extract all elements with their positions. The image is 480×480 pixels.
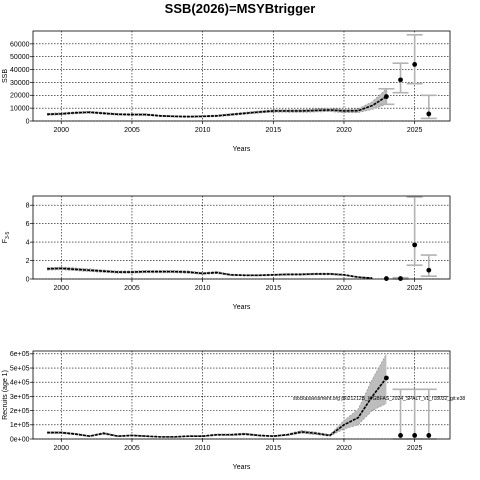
x-tick-label: 2005	[124, 127, 140, 134]
x-tick-label: 2020	[336, 445, 352, 452]
plot-area	[47, 266, 373, 279]
x-tick-label: 2025	[407, 285, 423, 292]
estimate-line	[47, 267, 373, 279]
forecast-point-2025	[412, 433, 418, 438]
x-tick-label: 2025	[407, 445, 423, 452]
y-tick-label: 4	[26, 240, 30, 247]
y-tick-label: 50000	[10, 54, 30, 61]
x-axis-label: Years	[233, 146, 251, 153]
x-tick-label: 2010	[195, 445, 211, 452]
forecast-point-2023	[383, 276, 389, 281]
forecast-point-2025	[412, 242, 418, 248]
y-tick-label: 3e+05	[10, 394, 30, 401]
plot-area	[47, 88, 387, 118]
y-tick-label: 10000	[10, 106, 30, 113]
stockassessment-note: stockassessment.org pki21212B_WGBFAS_202…	[293, 396, 465, 402]
y-tick-label: 0	[26, 118, 30, 125]
y-tick-label: 0	[26, 276, 30, 283]
y-tick-label: 0e+00	[10, 436, 30, 443]
y-axis-label: Recruits (age 1)	[2, 370, 9, 420]
x-tick-label: 2020	[336, 285, 352, 292]
estimate-line	[47, 95, 387, 118]
x-tick-label: 2015	[266, 445, 282, 452]
forecast-point-2024	[398, 276, 403, 281]
y-tick-label: 8	[26, 203, 30, 210]
forecast-point-2023	[383, 94, 389, 99]
forecast-point-2024	[398, 433, 403, 438]
y-axis-label: SSB	[2, 69, 9, 83]
x-axis-label: Years	[233, 464, 251, 471]
chart-title: SSB(2026)=MSYBtrigger	[165, 1, 316, 16]
forecast-point-2025	[412, 62, 418, 67]
y-tick-label: 6	[26, 221, 30, 228]
plot-frame	[32, 30, 451, 122]
x-tick-label: 2000	[53, 445, 69, 452]
y-tick-label: 60000	[10, 41, 30, 48]
y-tick-label: 5e+05	[10, 365, 30, 372]
x-tick-label: 2005	[124, 445, 140, 452]
y-tick-label: 4e+05	[10, 380, 30, 387]
forecast-point-2026	[426, 433, 432, 438]
y-tick-label: 6e+05	[10, 351, 30, 358]
panel-2: 2000 2005 2010 2015 2020 2025 0 2 4 6 8 Years F3-5	[2, 195, 451, 311]
y-tick-label: 20000	[10, 93, 30, 100]
x-tick-label: 2010	[195, 127, 211, 134]
y-tick-label: 30000	[10, 80, 30, 87]
x-tick-label: 2025	[407, 127, 423, 134]
forecast-point-2026	[426, 267, 432, 273]
x-tick-label: 2015	[266, 285, 282, 292]
x-axis-label: Years	[233, 304, 251, 311]
forecast-point-2026	[426, 111, 432, 117]
lower-bound-line	[47, 104, 387, 118]
panel-1: 2000 2005 2010 2015 2020 2025 0 10000 20000 30000…	[2, 30, 451, 153]
x-tick-label: 2010	[195, 285, 211, 292]
forecast-point-2023	[383, 375, 389, 381]
y-tick-label: 2e+05	[10, 408, 30, 415]
y-tick-label: 40000	[10, 67, 30, 74]
lower-bound-line	[47, 403, 387, 438]
plot-area	[47, 353, 388, 438]
panel-3: 2000 2005 2010 2015 2020 2025 0e+00 1e+05 2e+05 3…	[2, 350, 465, 471]
estimate-line	[47, 377, 388, 438]
lower-bound-line	[47, 269, 373, 279]
y-tick-label: 2	[26, 258, 30, 265]
plot-frame	[32, 350, 451, 440]
y-tick-label: 1e+05	[10, 422, 30, 429]
forecast-point-2024	[398, 77, 403, 83]
x-tick-label: 2000	[53, 285, 69, 292]
upper-bound-line	[47, 266, 373, 279]
plot-frame	[32, 195, 451, 280]
x-tick-label: 2000	[53, 127, 69, 134]
x-tick-label: 2020	[336, 127, 352, 134]
x-tick-label: 2015	[266, 127, 282, 134]
y-axis-label: F3-5	[2, 232, 11, 244]
x-tick-label: 2005	[124, 285, 140, 292]
upper-bound-line	[47, 88, 387, 117]
